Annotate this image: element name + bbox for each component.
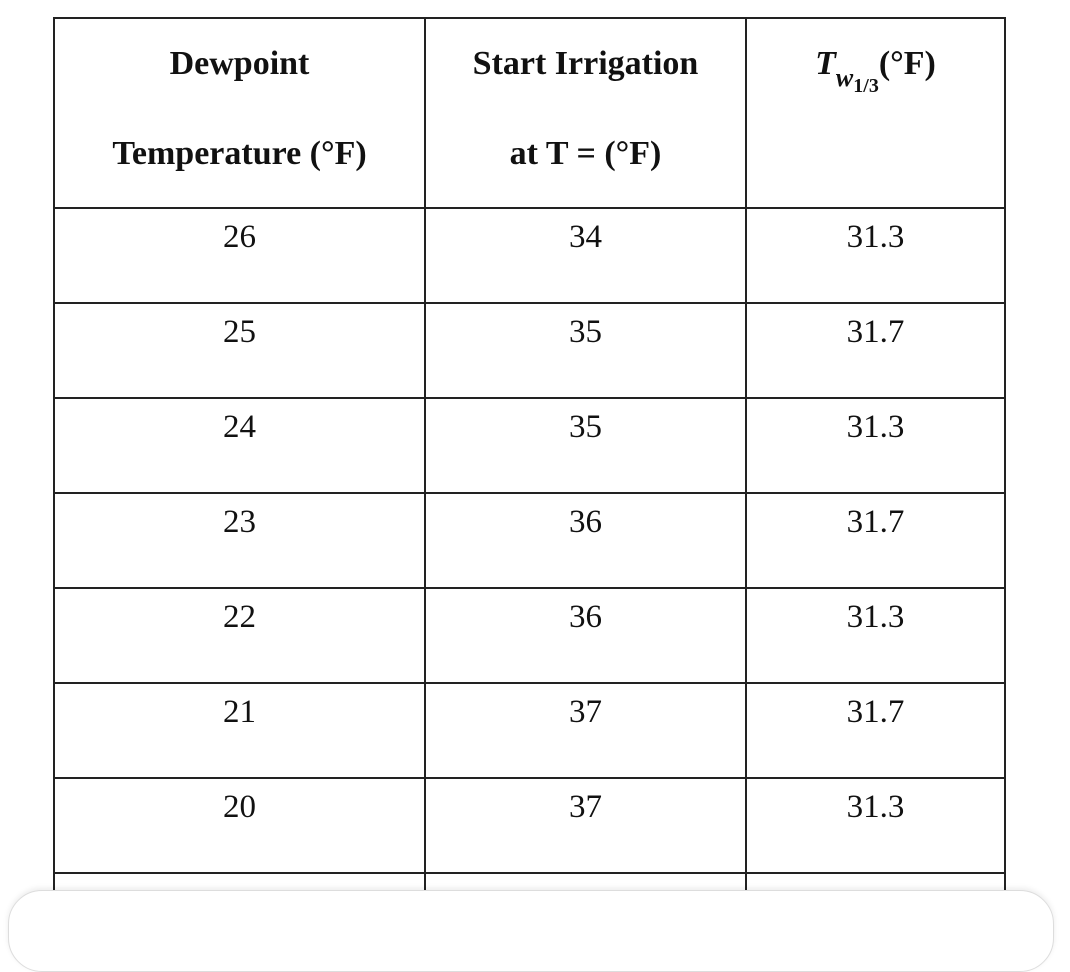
table-cell: 31.7 (745, 492, 1006, 589)
table-cell: 25 (53, 302, 426, 399)
page: Dewpoint Temperature (°F) Start Irrigati… (8, 17, 1054, 972)
header-cell: Dewpoint Temperature (°F) (53, 17, 426, 209)
table-cell: 20 (53, 777, 426, 874)
table-cell: 26 (53, 207, 426, 304)
table-cell: 36 (424, 492, 747, 589)
subscript: w (835, 63, 854, 92)
table-cell: 31.3 (745, 207, 1006, 304)
table-cell: 31.7 (745, 682, 1006, 779)
unit: (°F) (878, 45, 936, 82)
table-row: 21 37 31.7 (53, 682, 1006, 779)
table-cell: 22 (53, 587, 426, 684)
header-text: Start Irrigation (472, 45, 699, 82)
spacer (747, 109, 1004, 199)
table-cell: 31.3 (745, 587, 1006, 684)
header-text: Temperature (°F) (112, 135, 367, 172)
header-cell: Start Irrigation at T = (°F) (424, 17, 747, 209)
table-row: 25 35 31.7 (53, 302, 1006, 399)
table-cell: 37 (424, 777, 747, 874)
table-cell: 36 (424, 587, 747, 684)
table: Dewpoint Temperature (°F) Start Irrigati… (53, 17, 1006, 890)
symbol: T (815, 45, 836, 82)
bottom-sheet[interactable] (8, 890, 1054, 972)
table-row: 24 35 31.3 (53, 397, 1006, 494)
table-row: 26 34 31.3 (53, 207, 1006, 304)
table-cell: 19 (53, 872, 426, 890)
table-cell: 34 (424, 207, 747, 304)
table-row: 23 36 31.7 (53, 492, 1006, 589)
table-cell: 24 (53, 397, 426, 494)
table-cell: 37 (424, 682, 747, 779)
header-text: at T = (°F) (509, 135, 662, 172)
table-cell: 31.7 (745, 872, 1006, 890)
table-body: 26 34 31.3 25 35 31.7 24 35 31.3 23 36 31.7 22 36 31.3… (53, 207, 1006, 890)
table-cell: 35 (424, 397, 747, 494)
table-view: Dewpoint Temperature (°F) Start Irrigati… (53, 17, 1006, 890)
table-row: 193831.7 (53, 872, 1006, 890)
header-cell: Tw1/3(°F) (745, 17, 1006, 209)
header-row: Dewpoint Temperature (°F) Start Irrigati… (53, 17, 1006, 209)
table-cell: 23 (53, 492, 426, 589)
table-row: 22 36 31.3 (53, 587, 1006, 684)
subscript: 1/3 (853, 75, 879, 97)
table-cell: 31.3 (745, 397, 1006, 494)
header-text: Tw1/3(°F) (747, 19, 1004, 109)
table-cell: 35 (424, 302, 747, 399)
table-cell: 38 (424, 872, 747, 890)
table-cell: 31.3 (745, 777, 1006, 874)
table-row: 20 37 31.3 (53, 777, 1006, 874)
table-cell: 31.7 (745, 302, 1006, 399)
header-text: Dewpoint (169, 45, 310, 82)
table-cell: 21 (53, 682, 426, 779)
